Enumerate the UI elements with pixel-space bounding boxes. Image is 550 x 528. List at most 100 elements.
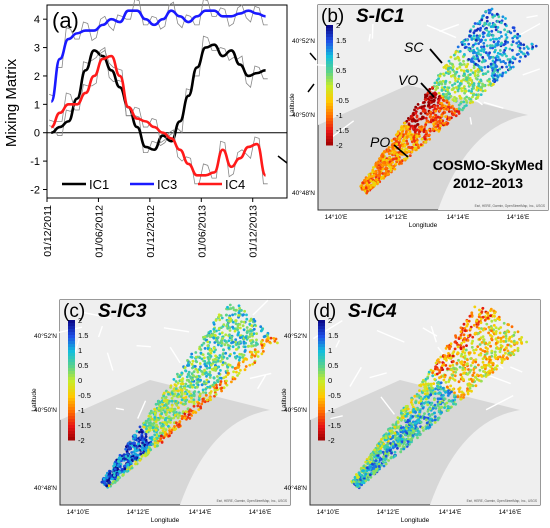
- ps-point: [214, 357, 217, 361]
- ps-point: [387, 432, 391, 436]
- colorbar-tick-label: 0: [328, 376, 332, 385]
- road-line: [330, 120, 355, 139]
- ps-point: [375, 451, 379, 455]
- ps-point: [170, 428, 174, 432]
- ps-point: [423, 392, 427, 396]
- ps-point: [253, 323, 257, 327]
- ps-point: [530, 42, 534, 46]
- ps-point: [418, 433, 422, 436]
- ps-point: [151, 442, 155, 446]
- ps-point: [464, 99, 468, 102]
- ps-point: [168, 434, 171, 438]
- ps-point: [449, 106, 453, 109]
- colorbar-segment: [68, 374, 75, 378]
- ps-point: [199, 348, 203, 351]
- ps-point: [431, 127, 435, 131]
- colorbar-segment: [326, 133, 333, 137]
- ps-point: [368, 465, 372, 469]
- ps-point: [141, 441, 144, 445]
- ps-point: [374, 459, 378, 463]
- ps-point: [517, 52, 520, 56]
- colorbar-segment: [68, 389, 75, 393]
- ps-point: [470, 49, 473, 53]
- ps-point: [410, 398, 414, 402]
- ps-point: [366, 462, 370, 466]
- ps-point: [456, 56, 460, 59]
- ps-point: [250, 342, 253, 345]
- ps-point: [391, 436, 394, 439]
- ps-point: [460, 63, 463, 67]
- ps-point: [158, 400, 162, 404]
- ps-point: [410, 146, 414, 149]
- ps-point: [368, 473, 372, 477]
- ps-point: [492, 79, 495, 83]
- ps-point: [437, 386, 440, 390]
- ps-point: [197, 408, 201, 411]
- ps-point: [469, 357, 472, 360]
- ps-point: [450, 88, 454, 91]
- ps-point: [433, 403, 437, 407]
- ps-point: [170, 408, 174, 412]
- ps-point: [202, 380, 206, 384]
- ps-point: [453, 394, 456, 397]
- ps-point: [474, 360, 478, 364]
- ps-point: [252, 327, 256, 331]
- ps-point: [396, 416, 400, 419]
- map-credit: Esri, HERE, Garmin, OpenStreetMap, Inc.,…: [467, 499, 537, 503]
- ps-point: [449, 356, 452, 360]
- ps-point: [483, 89, 487, 92]
- ps-point: [465, 363, 469, 366]
- ps-point: [448, 116, 451, 120]
- colorbar-segment: [318, 380, 325, 384]
- ps-point: [238, 323, 242, 326]
- ps-point: [123, 457, 127, 461]
- ps-point: [489, 62, 493, 66]
- colorbar-segment: [326, 124, 333, 128]
- ps-point: [190, 396, 193, 400]
- ps-point: [405, 135, 409, 139]
- ps-point: [508, 63, 511, 67]
- ps-point: [387, 152, 391, 156]
- ps-point: [174, 387, 178, 391]
- ps-point: [496, 30, 500, 33]
- ps-point: [434, 113, 438, 117]
- colorbar-segment: [318, 344, 325, 348]
- ps-point: [489, 333, 492, 337]
- ps-point: [491, 67, 494, 70]
- ps-point: [453, 76, 457, 80]
- ps-point: [242, 320, 246, 324]
- ps-point: [460, 352, 464, 356]
- ps-point: [453, 347, 457, 351]
- ps-point: [439, 96, 442, 100]
- ps-point: [481, 335, 485, 338]
- ps-point: [476, 22, 479, 25]
- ps-point: [467, 96, 471, 100]
- ps-point: [511, 40, 515, 44]
- colorbar-tick-label: 1.5: [328, 331, 338, 340]
- ps-point: [180, 391, 184, 395]
- ps-point: [431, 371, 434, 375]
- ps-point: [492, 40, 496, 44]
- ps-point: [397, 141, 401, 145]
- ps-point: [413, 394, 417, 398]
- ps-point: [418, 389, 421, 392]
- ps-point: [383, 445, 386, 449]
- ps-point: [394, 162, 398, 166]
- ps-point: [490, 337, 493, 341]
- ps-point: [223, 361, 227, 365]
- ps-point: [199, 365, 202, 369]
- ps-point: [490, 326, 494, 330]
- ps-point: [502, 43, 506, 47]
- ps-point: [167, 424, 170, 428]
- colorbar-tick-label: -1.5: [78, 421, 91, 430]
- ps-point: [117, 470, 121, 473]
- colorbar-segment: [68, 392, 75, 396]
- ps-point: [273, 339, 277, 343]
- ps-point: [148, 443, 152, 446]
- ps-point: [500, 65, 504, 69]
- ps-point: [451, 354, 455, 358]
- ps-point: [160, 434, 163, 438]
- ps-point: [500, 359, 504, 363]
- ps-point: [439, 381, 443, 385]
- ps-point: [244, 336, 248, 339]
